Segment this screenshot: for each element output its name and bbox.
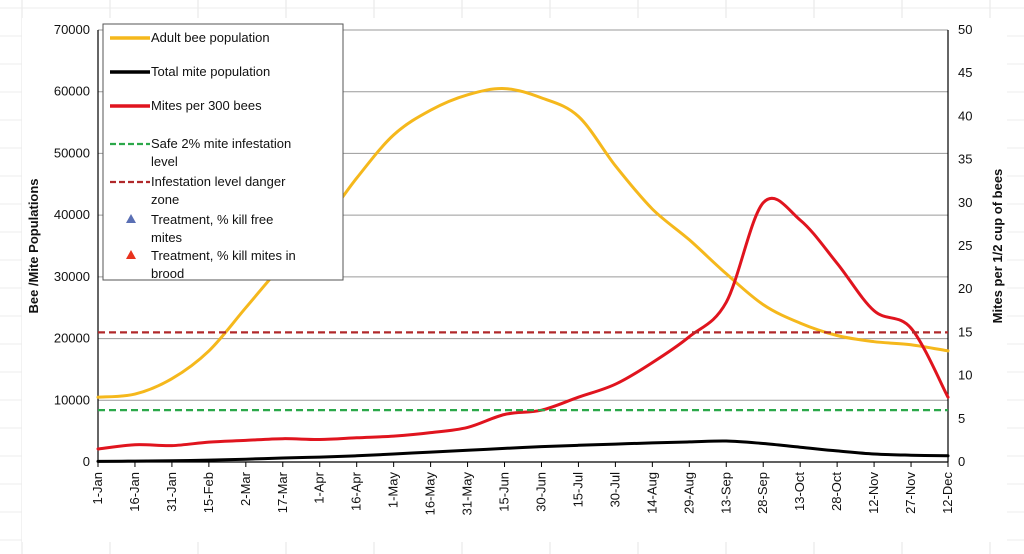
legend-label: brood: [151, 266, 184, 281]
x-tick-label: 15-Feb: [201, 472, 216, 513]
y-right-tick-label: 45: [958, 65, 972, 80]
y-right-axis-title: Mites per 1/2 cup of bees: [990, 169, 1005, 324]
x-tick-label: 15-Jun: [497, 472, 512, 512]
series-line-2: [96, 196, 950, 451]
y-right-tick-label: 25: [958, 238, 972, 253]
x-tick-label: 31-May: [460, 472, 475, 516]
y-right-tick-label: 0: [958, 454, 965, 469]
y-right-tick-label: 5: [958, 411, 965, 426]
series-line-0: [96, 87, 950, 399]
legend-box: [102, 23, 344, 281]
legend-label: mites: [151, 230, 183, 245]
x-tick-label: 1-Jan: [90, 472, 105, 505]
y-left-tick-label: 40000: [54, 207, 90, 222]
x-tick-label: 16-May: [423, 472, 438, 516]
x-tick-label: 27-Nov: [903, 472, 918, 514]
x-tick-label: 1-Apr: [312, 471, 327, 503]
x-tick-label: 30-Jul: [607, 472, 622, 508]
y-right-tick-label: 15: [958, 324, 972, 339]
y-left-tick-label: 20000: [54, 331, 90, 346]
y-right-tick-label: 10: [958, 368, 972, 383]
legend-label: level: [151, 154, 178, 169]
x-tick-label: 16-Apr: [349, 471, 364, 511]
x-tick-label: 14-Aug: [644, 472, 659, 514]
legend-label: Mites per 300 bees: [151, 98, 262, 113]
y-left-tick-label: 30000: [54, 269, 90, 284]
y-right-tick-label: 30: [958, 195, 972, 210]
y-left-tick-label: 0: [83, 454, 90, 469]
x-tick-label: 31-Jan: [164, 472, 179, 512]
x-tick-label: 28-Sep: [755, 472, 770, 514]
x-tick-label: 15-Jul: [570, 472, 585, 508]
legend-marker-triangle: [126, 250, 136, 259]
x-tick-label: 13-Oct: [792, 472, 807, 511]
y-right-tick-label: 40: [958, 108, 972, 123]
legend-label: Infestation level danger: [151, 174, 286, 189]
y-left-tick-label: 60000: [54, 84, 90, 99]
y-left-tick-label: 50000: [54, 145, 90, 160]
x-tick-label: 12-Dec: [940, 472, 955, 514]
y-right-tick-label: 35: [958, 152, 972, 167]
legend-label: Treatment, % kill mites in: [151, 248, 296, 263]
y-left-tick-label: 70000: [54, 22, 90, 37]
y-right-tick-label: 20: [958, 281, 972, 296]
legend-label: Treatment, % kill free: [151, 212, 273, 227]
x-tick-label: 12-Nov: [866, 472, 881, 514]
x-tick-label: 16-Jan: [127, 472, 142, 512]
x-tick-label: 13-Sep: [718, 472, 733, 514]
x-tick-label: 29-Aug: [681, 472, 696, 514]
x-tick-label: 2-Mar: [238, 471, 253, 506]
x-tick-label: 30-Jun: [533, 472, 548, 512]
x-tick-label: 17-Mar: [275, 471, 290, 513]
legend-marker-triangle: [126, 214, 136, 223]
y-right-tick-label: 50: [958, 22, 972, 37]
x-tick-label: 28-Oct: [829, 472, 844, 511]
legend-label: Adult bee population: [151, 30, 270, 45]
legend-label: Safe 2% mite infestation: [151, 136, 291, 151]
y-left-tick-label: 10000: [54, 392, 90, 407]
y-left-axis-title: Bee /Mite Populations: [26, 178, 41, 313]
legend-label: Total mite population: [151, 64, 270, 79]
series-line-1: [96, 439, 950, 463]
x-tick-label: 1-May: [386, 472, 401, 509]
legend-label: zone: [151, 192, 179, 207]
